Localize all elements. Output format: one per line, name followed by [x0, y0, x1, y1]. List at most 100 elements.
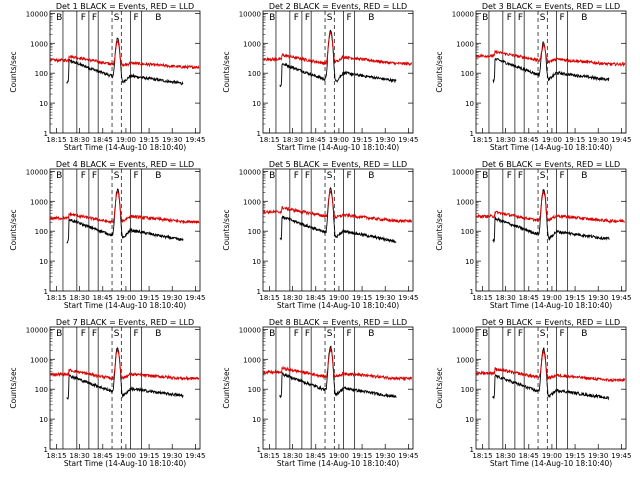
x-tick-label: 19:30 — [375, 452, 395, 460]
y-tick-label: 1 — [257, 288, 261, 296]
series-lld — [50, 349, 200, 382]
x-tick-label: 18:45 — [306, 136, 326, 144]
y-tick-label: 100 — [461, 386, 474, 394]
y-tick-label: 10000 — [26, 168, 48, 176]
x-axis-label: Start Time (14-Aug-10 18:10:40) — [277, 143, 399, 152]
x-tick-label: 19:00 — [542, 136, 562, 144]
y-tick-label: 10 — [39, 258, 48, 266]
x-tick-label: 18:15 — [46, 294, 66, 302]
y-tick-label: 1000 — [456, 40, 474, 48]
x-tick-label: 19:30 — [162, 294, 182, 302]
x-tick-label: 19:45 — [185, 294, 205, 302]
y-axis-label: Counts/sec — [9, 367, 18, 408]
x-tick-label: 19:00 — [116, 452, 136, 460]
y-tick-label: 1 — [470, 288, 474, 296]
y-tick-label: 10 — [465, 100, 474, 108]
y-tick-label: 1 — [257, 446, 261, 454]
region-label: B — [368, 13, 374, 23]
region-label: F — [560, 13, 565, 23]
x-tick-label: 19:15 — [565, 294, 585, 302]
x-tick-label: 19:30 — [588, 294, 608, 302]
y-tick-label: 10000 — [239, 326, 261, 334]
y-tick-label: 100 — [461, 228, 474, 236]
panel-title: Det 5 BLACK = Events, RED = LLD — [269, 160, 407, 169]
y-tick-label: 10000 — [452, 326, 474, 334]
x-axis-label: Start Time (14-Aug-10 18:10:40) — [64, 459, 186, 468]
y-tick-label: 100 — [35, 70, 48, 78]
x-tick-label: 19:30 — [162, 136, 182, 144]
x-tick-label: 18:45 — [93, 136, 113, 144]
plot-frame — [262, 10, 414, 134]
x-tick-label: 18:45 — [306, 294, 326, 302]
y-axis-label: Counts/sec — [435, 51, 444, 92]
y-tick-label: 1 — [44, 130, 48, 138]
plot-frame — [475, 326, 627, 450]
region-label: S — [327, 329, 333, 339]
series-events — [66, 188, 184, 244]
y-tick-label: 10000 — [239, 168, 261, 176]
y-tick-label: 10000 — [452, 168, 474, 176]
region-label: B — [581, 13, 587, 23]
x-axis-label: Start Time (14-Aug-10 18:10:40) — [490, 459, 612, 468]
region-label: F — [134, 13, 139, 23]
x-tick-label: 18:45 — [519, 452, 539, 460]
series-events — [492, 41, 610, 84]
y-tick-label: 10 — [465, 416, 474, 424]
region-label: S — [327, 13, 333, 23]
region-label: S — [114, 171, 120, 181]
region-label: S — [540, 171, 546, 181]
x-tick-label: 18:45 — [93, 452, 113, 460]
y-tick-label: 1000 — [243, 198, 261, 206]
series-lld — [50, 40, 200, 70]
region-label: B — [269, 329, 275, 339]
region-label: B — [155, 171, 161, 181]
region-label: B — [368, 329, 374, 339]
region-label: B — [581, 329, 587, 339]
region-label: B — [56, 329, 62, 339]
x-tick-label: 19:15 — [139, 452, 159, 460]
y-axis-label: Counts/sec — [9, 209, 18, 250]
x-tick-label: 19:45 — [398, 136, 418, 144]
x-tick-label: 18:15 — [472, 136, 492, 144]
y-axis-label: Counts/sec — [9, 51, 18, 92]
series-events — [279, 29, 397, 88]
series-lld — [263, 348, 413, 382]
region-label: S — [114, 329, 120, 339]
x-tick-label: 19:45 — [398, 452, 418, 460]
y-tick-label: 10000 — [239, 10, 261, 18]
region-label: F — [92, 329, 97, 339]
panel-title: Det 9 BLACK = Events, RED = LLD — [482, 318, 620, 327]
y-tick-label: 1000 — [456, 356, 474, 364]
region-label: S — [327, 171, 333, 181]
plot-frame — [49, 10, 201, 134]
series-events — [66, 37, 184, 86]
x-tick-label: 19:45 — [611, 136, 631, 144]
x-tick-label: 19:15 — [565, 452, 585, 460]
region-label: F — [81, 329, 86, 339]
x-tick-label: 19:00 — [329, 136, 349, 144]
region-label: F — [92, 171, 97, 181]
plot-frame — [49, 326, 201, 450]
y-tick-label: 1 — [257, 130, 261, 138]
y-tick-label: 10000 — [26, 326, 48, 334]
region-label: F — [507, 13, 512, 23]
x-tick-label: 18:15 — [259, 452, 279, 460]
y-axis-label: Counts/sec — [222, 51, 231, 92]
y-tick-label: 10000 — [26, 10, 48, 18]
x-tick-label: 18:15 — [472, 452, 492, 460]
region-label: F — [347, 329, 352, 339]
series-lld — [476, 349, 626, 383]
region-label: B — [155, 329, 161, 339]
x-tick-label: 18:30 — [283, 294, 303, 302]
y-tick-label: 100 — [35, 228, 48, 236]
x-tick-label: 19:45 — [185, 452, 205, 460]
x-tick-label: 19:15 — [352, 294, 372, 302]
panel-title: Det 4 BLACK = Events, RED = LLD — [56, 160, 194, 169]
y-tick-label: 10 — [252, 258, 261, 266]
y-tick-label: 10 — [465, 258, 474, 266]
